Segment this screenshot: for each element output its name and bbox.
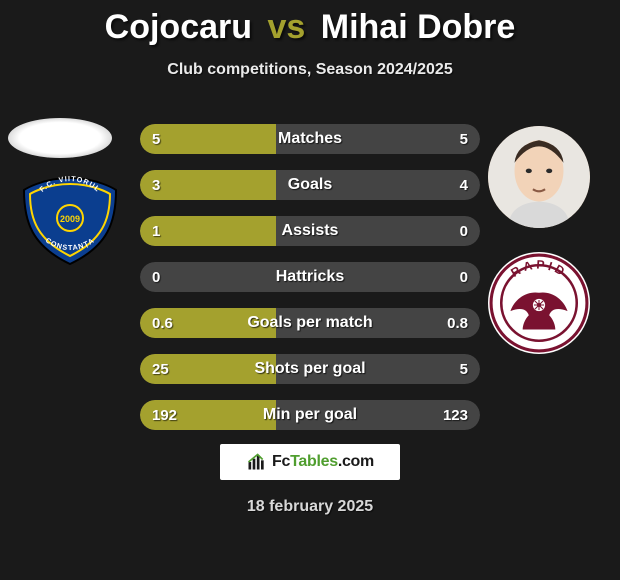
brand-c: .com <box>338 453 374 470</box>
vs-label: vs <box>267 8 305 46</box>
brand-text: FcTables.com <box>272 453 374 471</box>
stat-label: Shots per goal <box>140 354 480 384</box>
stat-row: 10Assists <box>140 216 480 246</box>
player1-avatar <box>8 118 112 158</box>
club2-logo-icon: RAPID <box>488 252 590 354</box>
stat-label: Goals per match <box>140 308 480 338</box>
face-icon <box>488 126 590 228</box>
player1-name: Cojocaru <box>105 8 252 46</box>
bar-chart-icon <box>246 452 266 472</box>
stat-label: Assists <box>140 216 480 246</box>
brand-a: Fc <box>272 453 290 470</box>
footer-date: 18 february 2025 <box>247 498 373 516</box>
stat-row: 34Goals <box>140 170 480 200</box>
player2-name: Mihai Dobre <box>321 8 516 46</box>
stat-row: 192123Min per goal <box>140 400 480 430</box>
stat-label: Min per goal <box>140 400 480 430</box>
stat-row: 55Matches <box>140 124 480 154</box>
stat-label: Matches <box>140 124 480 154</box>
stat-label: Hattricks <box>140 262 480 292</box>
subtitle: Club competitions, Season 2024/2025 <box>0 61 620 79</box>
stat-row: 255Shots per goal <box>140 354 480 384</box>
brand-b: Tables <box>290 453 338 470</box>
club1-logo-icon: 2009 F.C. VIITORUL CONSTANȚA <box>20 176 120 266</box>
club1-year: 2009 <box>60 214 80 224</box>
player2-club-badge: RAPID <box>488 252 590 354</box>
player2-avatar <box>488 126 590 228</box>
stat-row: 00Hattricks <box>140 262 480 292</box>
player1-club-badge: 2009 F.C. VIITORUL CONSTANȚA <box>20 176 120 266</box>
stat-row: 0.60.8Goals per match <box>140 308 480 338</box>
stat-label: Goals <box>140 170 480 200</box>
stat-rows: 55Matches 34Goals 10Assists 00Hattricks 0.60… <box>140 124 480 446</box>
comparison-title: Cojocaru vs Mihai Dobre <box>0 0 620 47</box>
footer-brand-badge[interactable]: FcTables.com <box>220 444 400 480</box>
